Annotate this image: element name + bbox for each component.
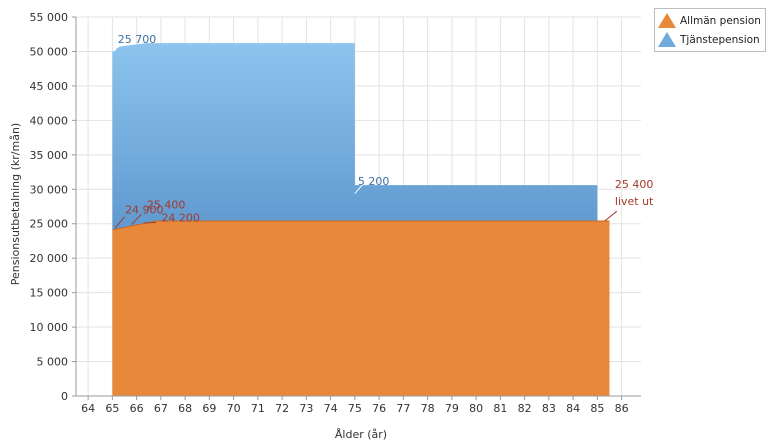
x-tick-label: 85: [590, 402, 604, 415]
x-tick-label: 71: [251, 402, 265, 415]
annotation-label: 24 200: [161, 212, 200, 225]
annotation-connector: [114, 216, 125, 229]
y-tick-label: 10 000: [30, 321, 69, 334]
y-axis-title: Pensionsutbetalning (kr/mån): [9, 123, 22, 285]
x-axis-ticks: 64 65 66 67 68 69 70 71 72 73 74 75 76 77 78 79 80 81 82 83…: [81, 396, 629, 415]
x-tick-label: 78: [421, 402, 435, 415]
annotation-connector: [604, 210, 618, 222]
y-tick-label: 5 000: [37, 356, 69, 369]
x-axis-title: Ålder (år): [335, 428, 387, 441]
x-tick-label: 68: [178, 402, 192, 415]
x-tick-label: 74: [324, 402, 338, 415]
x-tick-label: 67: [154, 402, 168, 415]
y-tick-label: 40 000: [30, 114, 69, 127]
area-tjanstepension: [112, 43, 598, 230]
x-tick-label: 82: [518, 402, 532, 415]
annotation-connector: [131, 213, 142, 225]
annotation-label: 25 400: [147, 199, 186, 212]
line-allman-top: [112, 220, 610, 231]
annotation-label: 24 900: [125, 203, 164, 216]
annotation-label: 25 400: [615, 178, 654, 191]
x-tick-label: 69: [202, 402, 216, 415]
y-tick-label: 45 000: [30, 80, 69, 93]
x-tick-label: 84: [566, 402, 580, 415]
annotation-connector: [113, 40, 121, 52]
legend-item-allman[interactable]: Allmän pension: [655, 11, 765, 30]
annotation-connector: [354, 182, 365, 194]
x-tick-label: 64: [81, 402, 95, 415]
y-tick-label: 55 000: [30, 11, 69, 24]
x-tick-label: 77: [396, 402, 410, 415]
legend-swatch-allman: [658, 13, 676, 28]
x-tick-label: 65: [105, 402, 119, 415]
x-tick-label: 86: [615, 402, 629, 415]
x-tick-label: 76: [372, 402, 386, 415]
legend: Allmän pension Tjänstepension: [654, 8, 766, 52]
x-tick-label: 66: [130, 402, 144, 415]
area-series: [112, 43, 610, 396]
legend-item-tjanste[interactable]: Tjänstepension: [655, 30, 765, 49]
y-tick-label: 25 000: [30, 218, 69, 231]
annotation-label: 25 700: [118, 33, 156, 46]
y-tick-label: 15 000: [30, 287, 69, 300]
x-tick-label: 81: [493, 402, 507, 415]
x-tick-label: 73: [299, 402, 313, 415]
y-tick-label: 20 000: [30, 252, 69, 265]
y-tick-label: 35 000: [30, 149, 69, 162]
legend-label-tjanste: Tjänstepension: [680, 33, 760, 46]
y-tick-label: 0: [61, 390, 68, 403]
y-tick-label: 30 000: [30, 183, 69, 196]
annotation-connector: [143, 221, 157, 224]
legend-swatch-tjanste: [658, 32, 676, 47]
x-tick-label: 80: [469, 402, 483, 415]
annotation-label: 5 200: [358, 175, 390, 188]
x-tick-label: 75: [348, 402, 362, 415]
legend-label-allman: Allmän pension: [680, 14, 761, 27]
x-tick-label: 79: [445, 402, 459, 415]
x-tick-label: 70: [227, 402, 241, 415]
x-tick-label: 72: [275, 402, 289, 415]
x-tick-label: 83: [542, 402, 556, 415]
y-axis-ticks: 0 5 000 10 000 15 000 20 000 25 000 30 000 35 0…: [30, 11, 76, 403]
y-tick-label: 50 000: [30, 45, 69, 58]
area-allman-pension: [112, 220, 610, 396]
axes: [75, 17, 641, 397]
annotation-label: livet ut: [615, 195, 654, 208]
